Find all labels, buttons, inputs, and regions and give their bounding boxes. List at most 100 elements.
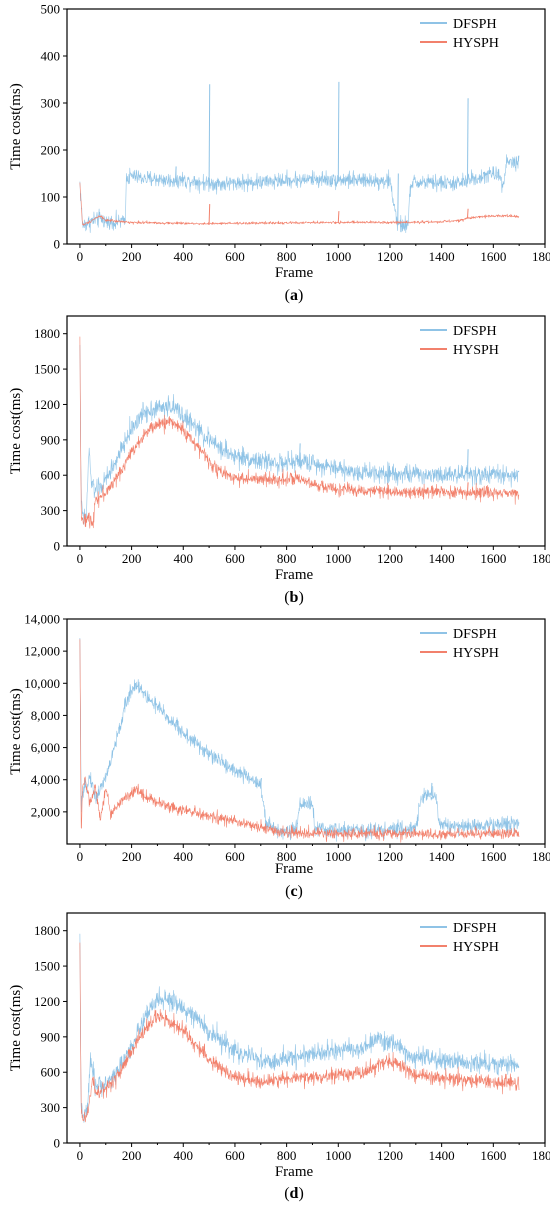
x-tick-label: 1200 [377, 1148, 403, 1163]
spike-hysph [208, 204, 211, 224]
x-tick-label: 1000 [325, 1148, 351, 1163]
x-tick-label: 0 [77, 849, 84, 864]
x-tick-label: 800 [277, 249, 297, 264]
y-tick-label: 900 [41, 1029, 61, 1044]
y-axis-title: Time cost(ms) [8, 688, 24, 775]
plot-frame [66, 8, 546, 245]
legend-label-dfsph: DFSPH [453, 17, 497, 32]
x-tick-label: 1000 [325, 849, 351, 864]
y-tick-label: 12,000 [24, 644, 60, 659]
y-axis-title: Time cost(ms) [8, 985, 24, 1072]
x-tick-label: 1600 [480, 1148, 506, 1163]
spike-dfsph [430, 782, 433, 796]
x-tick-label: 1800 [532, 1148, 550, 1163]
x-tick-label: 1400 [429, 249, 455, 264]
panel-caption: (d) [284, 1185, 304, 1202]
y-tick-label: 1500 [34, 362, 60, 377]
x-tick-label: 800 [277, 1148, 297, 1163]
x-tick-label: 1600 [480, 551, 506, 566]
x-tick-label: 0 [77, 551, 84, 566]
y-tick-label: 6,000 [31, 740, 60, 755]
series-line-hysph [79, 336, 520, 529]
y-tick-label: 500 [41, 2, 61, 17]
x-tick-label: 0 [77, 249, 84, 264]
series-line-hysph [79, 639, 520, 843]
y-tick-label: 300 [41, 503, 61, 518]
legend-label-hysph: HYSPH [453, 940, 499, 955]
spike-dfsph [397, 173, 399, 226]
y-axis-title: Time cost(ms) [8, 83, 24, 170]
chart-panel-c: 0 200 400 600 800 1000 1200 1400 1600 1800 2,000 4,… [8, 612, 550, 901]
y-tick-label: 1500 [34, 959, 60, 974]
plot-frame [66, 315, 546, 547]
chart-panel-d: 0 200 400 600 800 1000 1200 1400 1600 1800 0 300 600… [8, 912, 550, 1202]
y-tick-label: 8,000 [31, 708, 60, 723]
y-tick-label: 100 [41, 190, 61, 205]
series-line-dfsph [79, 637, 520, 842]
x-axis-title: Frame [275, 265, 314, 281]
x-tick-label: 600 [225, 849, 245, 864]
x-tick-label: 1800 [532, 849, 550, 864]
y-tick-label: 2,000 [31, 804, 60, 819]
y-tick-label: 10,000 [24, 676, 60, 691]
y-tick-label: 200 [41, 143, 61, 158]
spike-dfsph [337, 81, 340, 180]
y-tick-label: 0 [54, 237, 61, 252]
y-tick-label: 0 [54, 1136, 61, 1151]
legend: DFSPH HYSPH [420, 17, 499, 51]
spike-dfsph [466, 449, 469, 475]
x-tick-label: 200 [122, 849, 142, 864]
chart-panel-b: 0 200 400 600 800 1000 1200 1400 1600 1800 0 300 600… [8, 315, 550, 606]
y-tick-label: 600 [41, 1065, 61, 1080]
x-tick-label: 1000 [325, 551, 351, 566]
legend-label-dfsph: DFSPH [453, 627, 497, 642]
y-tick-label: 0 [54, 539, 61, 554]
y-tick-label: 1200 [34, 397, 60, 412]
spike-hysph [466, 208, 469, 219]
x-tick-label: 1600 [480, 249, 506, 264]
y-tick-label: 300 [41, 96, 61, 111]
x-tick-label: 0 [77, 1148, 84, 1163]
spike-dfsph [260, 778, 262, 785]
series-line-hysph [79, 182, 520, 226]
x-tick-label: 1600 [480, 849, 506, 864]
legend-label-hysph: HYSPH [453, 646, 499, 661]
plot-frame [66, 618, 546, 845]
legend: DFSPH HYSPH [420, 627, 499, 661]
x-tick-label: 1200 [377, 551, 403, 566]
y-tick-label: 1800 [34, 326, 60, 341]
x-tick-label: 1400 [429, 849, 455, 864]
panel-caption: (b) [284, 589, 304, 606]
legend-label-dfsph: DFSPH [453, 921, 497, 936]
y-tick-label: 14,000 [24, 612, 60, 627]
x-axis-title: Frame [275, 1164, 314, 1180]
spike-dfsph [299, 443, 301, 462]
panel-caption: (a) [285, 287, 304, 304]
x-axis-title: Frame [275, 861, 314, 877]
spike-dfsph [466, 98, 469, 181]
x-tick-label: 1400 [429, 551, 455, 566]
x-tick-label: 400 [174, 551, 194, 566]
spike-hysph [466, 482, 469, 493]
x-tick-label: 800 [277, 551, 297, 566]
legend: DFSPH HYSPH [420, 921, 499, 955]
spike-dfsph [175, 166, 177, 181]
x-tick-label: 1200 [377, 849, 403, 864]
x-tick-label: 1000 [325, 249, 351, 264]
series-line-dfsph [79, 933, 520, 1123]
legend-label-hysph: HYSPH [453, 343, 499, 358]
panel-caption: (c) [285, 883, 303, 900]
y-axis-title: Time cost(ms) [8, 388, 24, 475]
series-line-dfsph [79, 154, 520, 233]
legend-label-dfsph: DFSPH [453, 324, 497, 339]
x-tick-label: 600 [225, 1148, 245, 1163]
chart-panel-a: 0 200 400 600 800 1000 1200 1400 1600 1800 0 100 200… [8, 2, 550, 305]
y-tick-label: 1200 [34, 994, 60, 1009]
x-tick-label: 1800 [532, 551, 550, 566]
y-tick-label: 400 [41, 49, 61, 64]
y-tick-label: 300 [41, 1100, 61, 1115]
y-tick-label: 1800 [34, 923, 60, 938]
spike-hysph [337, 211, 340, 223]
y-tick-label: 600 [41, 468, 61, 483]
y-tick-label: 900 [41, 432, 61, 447]
